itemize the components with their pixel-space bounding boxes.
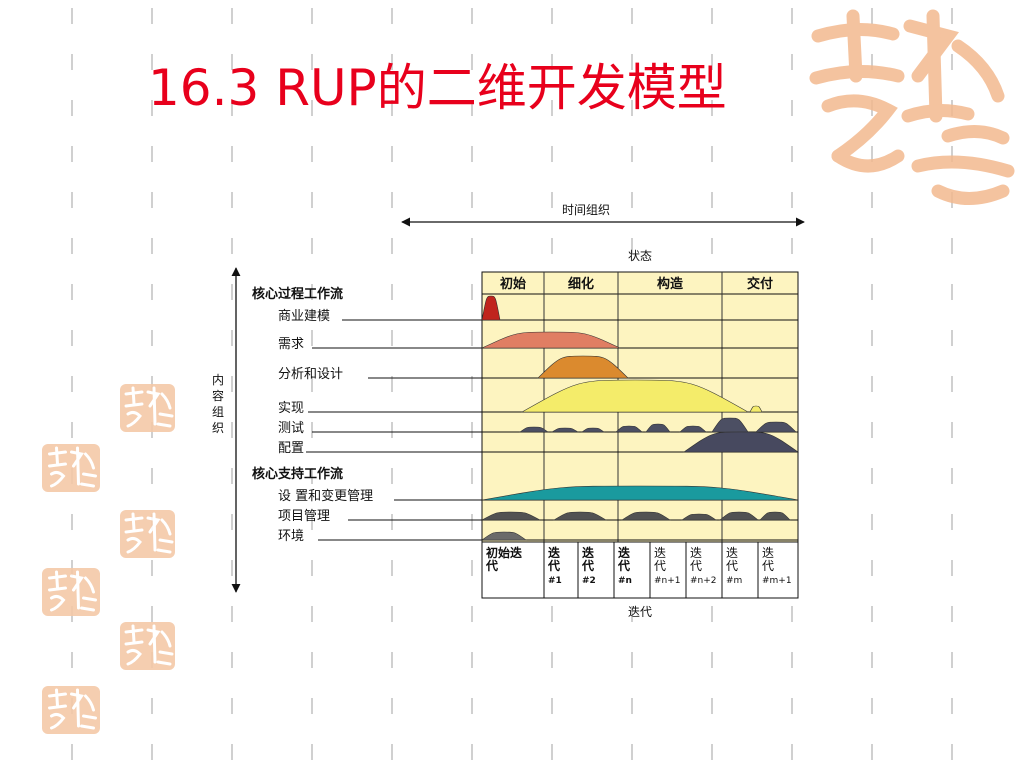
iteration-cell-text: 代 <box>485 558 498 573</box>
phase-label: 构造 <box>657 276 684 292</box>
workflow-label: 测试 <box>278 421 304 436</box>
workflow-label: 实现 <box>278 401 304 416</box>
phase-header-row <box>481 271 799 295</box>
slide-title: 16.3 RUP的二维开发模型 <box>148 59 727 117</box>
iteration-cell-text: #m <box>726 576 742 586</box>
workflow-effort-hump <box>550 427 580 433</box>
workflow-effort-hump <box>683 431 799 453</box>
iteration-cell-text: 初始迭 <box>486 545 522 560</box>
workflow-effort-hump <box>681 513 717 521</box>
iteration-cell-text: #n+2 <box>690 576 717 586</box>
iteration-cell-text: #1 <box>548 576 562 586</box>
auspicious-calligraphy-logo <box>798 6 1018 216</box>
workflow-effort-hump <box>581 427 605 433</box>
workflow-effort-hump <box>519 426 549 433</box>
iteration-cell-text: 代 <box>581 558 594 573</box>
workflow-label: 分析和设计 <box>278 367 343 382</box>
workflow-effort-hump <box>621 511 671 521</box>
phase-label: 初始 <box>500 276 526 292</box>
phase-header-label: 状态 <box>628 249 652 263</box>
content-axis-label: 内 容 组 织 <box>212 373 224 435</box>
workflow-label: 设 置和变更管理 <box>278 488 373 504</box>
workflow-label: 需求 <box>278 337 304 352</box>
iteration-cell-text: 迭 <box>726 546 738 560</box>
iteration-cell-text: 代 <box>654 559 666 573</box>
iteration-cell-text: 代 <box>690 559 702 573</box>
iteration-cell-text: 迭 <box>690 546 702 560</box>
svg-text:组: 组 <box>212 405 224 419</box>
workflow-effort-hump <box>481 511 541 521</box>
workflow-effort-hump <box>520 379 750 413</box>
phase-label: 细化 <box>568 276 594 292</box>
iteration-cell-text: 迭 <box>654 546 666 560</box>
core-process-heading: 核心过程工作流 <box>252 286 343 302</box>
workflow-effort-hump <box>645 423 671 433</box>
iteration-cell-text: #2 <box>582 576 596 586</box>
iteration-cell-text: 代 <box>617 558 630 573</box>
iteration-cell-text: 代 <box>547 558 560 573</box>
workflow-effort-hump <box>481 331 621 349</box>
iteration-axis-label: 迭代 <box>628 605 652 619</box>
workflow-label: 环境 <box>278 529 304 544</box>
seal-stamp-icon <box>120 384 175 432</box>
iteration-cell-text: 迭 <box>762 546 774 560</box>
iteration-table <box>481 541 799 599</box>
seal-stamp-icon <box>42 568 100 616</box>
rup-two-dimensional-diagram: 时间组织 内 容 组 织 状态 初始 细化 构造 交付 核心过程工作流 核心支持工作流… <box>212 203 805 619</box>
iteration-cell-text: #m+1 <box>762 576 792 586</box>
workflow-effort-hump <box>755 421 797 433</box>
iteration-cell-text: 迭 <box>618 545 630 560</box>
iteration-cell-text: 代 <box>762 559 774 573</box>
seal-stamp-icon <box>42 686 100 734</box>
workflow-effort-hump <box>615 425 643 433</box>
seal-stamp-icon <box>42 444 100 492</box>
phase-label: 交付 <box>747 276 773 292</box>
workflow-effort-hump <box>537 355 629 379</box>
time-axis-label: 时间组织 <box>562 203 610 217</box>
iteration-cell-text: #n+1 <box>654 576 681 586</box>
iteration-cell-text: #n <box>618 576 632 586</box>
iteration-cell-text: 迭 <box>582 545 594 560</box>
workflow-effort-hump <box>759 511 791 521</box>
workflow-effort-hump <box>719 511 759 521</box>
workflow-effort-hump <box>749 405 763 413</box>
workflow-effort-hump <box>711 417 749 433</box>
svg-text:织: 织 <box>212 421 224 435</box>
workflow-effort-hump <box>481 485 799 501</box>
workflow-label: 商业建模 <box>278 309 330 324</box>
seal-stamp-icon <box>120 622 175 670</box>
workflow-effort-hump <box>679 425 707 433</box>
svg-text:内: 内 <box>212 373 224 387</box>
workflow-effort-hump <box>481 531 527 541</box>
seal-stamp-icon <box>120 510 175 558</box>
workflow-label: 配置 <box>278 441 304 456</box>
iteration-cell-text: 迭 <box>548 545 560 560</box>
workflow-label: 项目管理 <box>278 509 330 524</box>
svg-text:容: 容 <box>212 388 224 403</box>
workflow-effort-hump <box>481 295 501 321</box>
core-support-heading: 核心支持工作流 <box>252 466 343 482</box>
workflow-effort-hump <box>552 511 608 521</box>
iteration-cell-text: 代 <box>726 559 738 573</box>
